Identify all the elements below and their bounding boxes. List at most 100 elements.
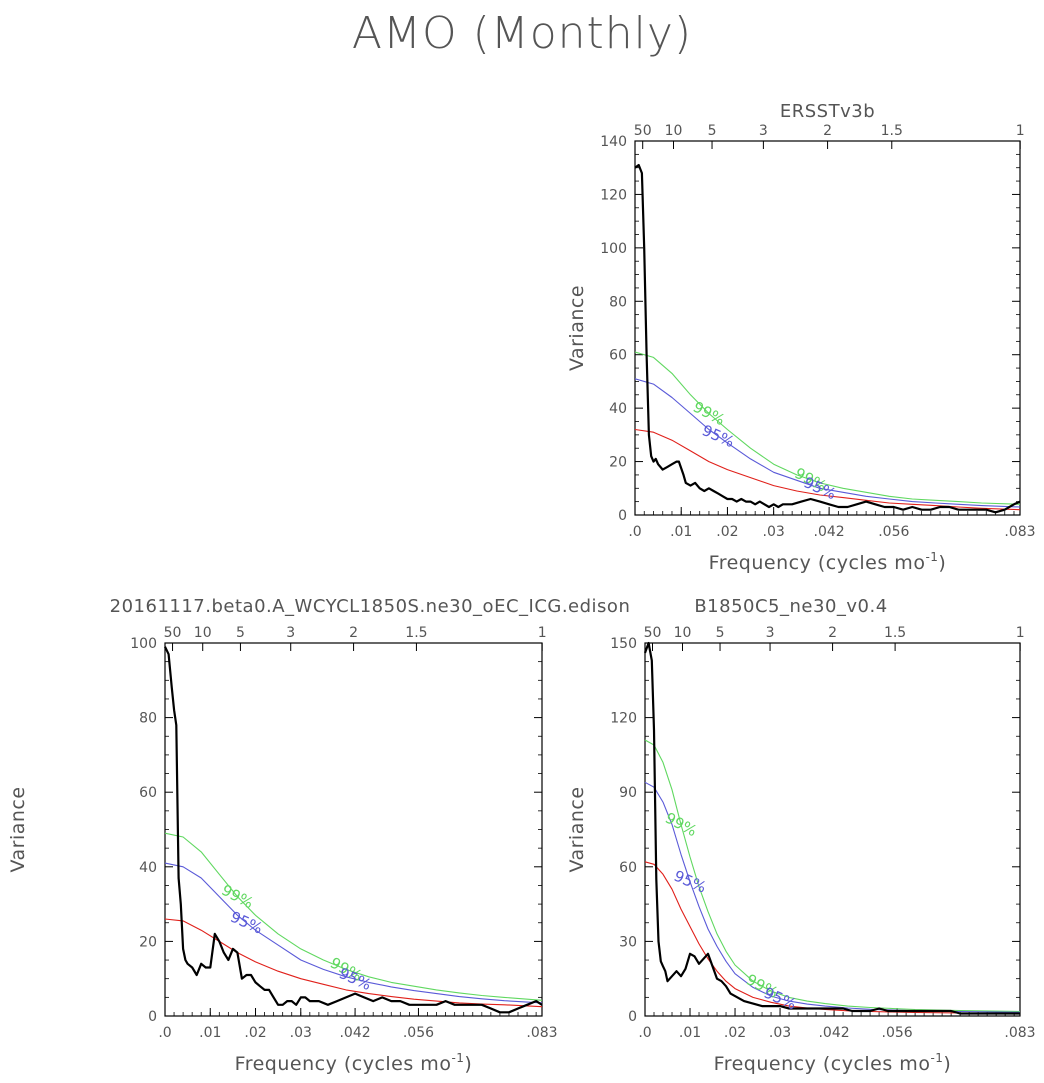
x-tick-label: .056 [403,1025,434,1041]
panel-title: 20161117.beta0.A_WCYCL1850S.ne30_oEC_ICG… [110,596,631,617]
series-line-spectrum [643,641,1020,1015]
period-tick-label: 2 [349,625,358,641]
series-line-ci95 [634,378,1021,508]
x-axis-label: Frequency (cycles mo-1) [235,1051,473,1075]
series-line-red-noise [634,428,1021,511]
x-axis-label: Frequency (cycles mo-1) [714,1051,952,1075]
y-tick-label: 0 [628,1009,637,1025]
y-axis-label: Variance [566,285,588,371]
chart-panel-3: 0 30 60 90 120 150 .0 .01 .02 .03 .042 .056 .083 50 10… [566,596,1036,1075]
period-tick-label: 1.5 [405,625,427,641]
x-axis-label-close: ) [464,1053,472,1075]
chart-panel-2: 0 20 40 60 80 100 .0 .01 .02 .03 .042 .056 .083 50 10 5… [7,596,630,1075]
period-tick-label: 1.5 [881,123,903,139]
y-tick-label: 30 [619,934,637,950]
x-tick-label: .01 [670,524,692,540]
x-axis-label-main: Frequency (cycles mo [709,552,926,574]
x-tick-label: .03 [290,1025,312,1041]
plot-frame [164,642,543,1017]
period-tick-label: 50 [634,123,652,139]
y-tick-label: 20 [609,455,627,471]
series-line-ci95 [644,781,1021,1013]
x-axis-label-sup: -1 [930,1051,943,1065]
period-tick-label: 1.5 [884,625,906,641]
x-tick-label: .03 [769,1025,791,1041]
x-tick-label: .083 [1004,1025,1035,1041]
x-tick-label: .083 [526,1025,557,1041]
sig-label-95: 95% [228,908,266,938]
x-axis-label-sup: -1 [451,1051,464,1065]
page-title: AMO (Monthly) [351,8,693,59]
sig-label-95: 95% [699,421,737,451]
x-tick-label: .03 [763,524,785,540]
x-axis-label-close: ) [938,552,946,574]
y-tick-label: 100 [600,241,627,257]
x-tick-label: .0 [158,1025,171,1041]
x-tick-label: .042 [818,1025,849,1041]
x-axis-label: Frequency (cycles mo-1) [709,550,947,574]
series-line-red-noise [164,918,543,1008]
period-tick-label: 10 [194,625,212,641]
series-line-red-noise [644,861,1021,1015]
series-line-spectrum [164,646,543,1014]
period-tick-label: 1 [1016,625,1025,641]
y-tick-label: 40 [139,860,157,876]
x-tick-label: .02 [716,524,738,540]
period-tick-label: 3 [759,123,768,139]
x-axis-label-main: Frequency (cycles mo [235,1053,452,1075]
x-tick-label: .0 [638,1025,651,1041]
x-tick-label: .042 [814,524,845,540]
period-tick-label: 3 [286,625,295,641]
y-tick-label: 80 [139,711,157,727]
y-tick-label: 0 [148,1009,157,1025]
series-line-ci95 [164,862,543,1004]
sig-label-95: 95% [336,964,374,994]
y-tick-label: 150 [610,636,637,652]
y-tick-label: 60 [139,785,157,801]
panel-title: B1850C5_ne30_v0.4 [694,596,887,617]
y-tick-label: 60 [609,348,627,364]
period-tick-label: 5 [708,123,717,139]
x-axis-label-close: ) [943,1053,951,1075]
period-tick-label: 10 [674,625,692,641]
y-tick-label: 20 [139,934,157,950]
x-axis-label-sup: -1 [925,550,938,564]
y-tick-label: 80 [609,294,627,310]
period-tick-label: 5 [236,625,245,641]
period-tick-label: 1 [1016,123,1025,139]
series-line-ci99 [164,832,543,1001]
period-tick-label: 3 [766,625,775,641]
y-tick-label: 90 [619,785,637,801]
sig-label-99: 99% [218,881,256,913]
period-tick-label: 50 [644,625,662,641]
panel-title: ERSSTv3b [780,101,875,122]
y-tick-label: 140 [600,134,627,150]
period-tick-label: 2 [828,625,837,641]
period-tick-label: 5 [716,625,725,641]
series-line-ci99 [644,739,1021,1013]
x-tick-label: .02 [244,1025,266,1041]
sig-label-95: 95% [801,473,839,503]
y-tick-label: 120 [610,711,637,727]
x-tick-label: .042 [339,1025,370,1041]
y-tick-label: 100 [130,636,157,652]
x-tick-label: .01 [679,1025,701,1041]
y-tick-label: 60 [619,860,637,876]
sig-label-95: 95% [671,867,709,897]
chart-panel-1: 0 20 40 60 80 100 120 140 .0 .01 .02 .03 .042 .056 .08… [566,101,1036,574]
x-tick-label: .056 [878,524,909,540]
y-tick-label: 120 [600,187,627,203]
period-tick-label: 1 [538,625,547,641]
x-tick-label: .02 [724,1025,746,1041]
plot-frame [634,140,1021,516]
series-line-spectrum [634,163,1021,514]
x-tick-label: .056 [882,1025,913,1041]
y-tick-label: 0 [618,508,627,524]
sig-label-99: 99% [662,809,700,841]
period-tick-label: 50 [164,625,182,641]
x-tick-label: .01 [199,1025,221,1041]
y-tick-label: 40 [609,401,627,417]
x-axis-label-main: Frequency (cycles mo [714,1053,931,1075]
x-tick-label: .083 [1004,524,1035,540]
